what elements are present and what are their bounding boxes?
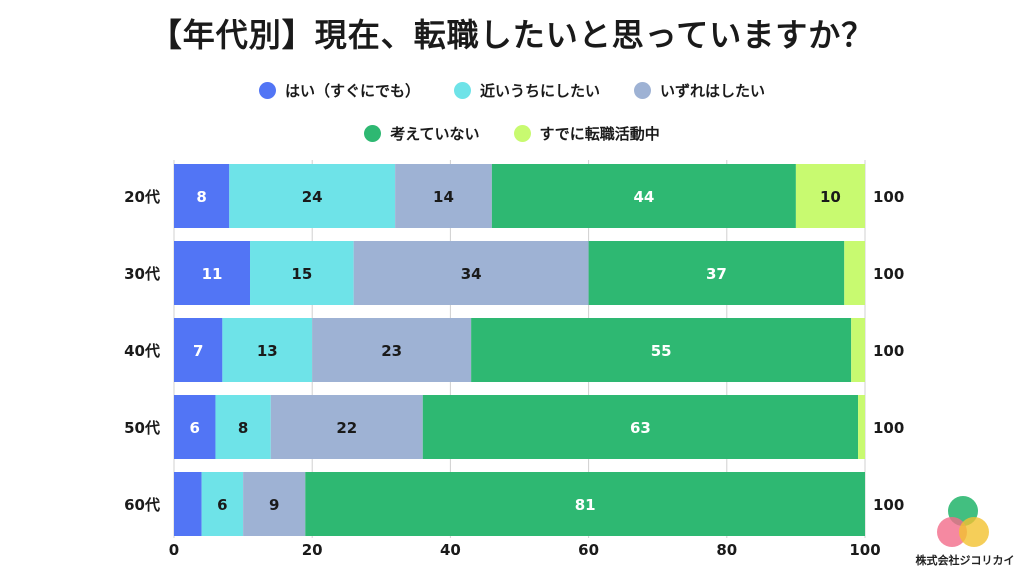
x-tick-label: 80 [716,541,737,559]
legend-swatch [453,82,471,99]
legend-label: すでに転職活動中 [539,125,660,143]
data-label: 9 [269,496,279,514]
legend-item: はい（すぐにでも） [258,80,420,101]
bar-segment [305,472,865,536]
x-tick-label: 60 [578,541,599,559]
legend-row: はい（すぐにでも） 近いうちにしたい いずれはしたい [0,80,1024,101]
legend-label: いずれはしたい [660,82,766,100]
bar-segment [174,318,223,382]
bar-segment [588,241,845,305]
data-label: 13 [257,342,278,360]
data-label: 6 [217,496,227,514]
bar-segment [491,164,796,228]
legend-swatch [258,82,276,99]
category-label: 50代 [124,419,160,437]
bar-segment [174,395,216,459]
bar-segment [353,241,589,305]
bar-segment [851,318,865,382]
data-label: 6 [190,419,200,437]
bar-segment [201,472,244,536]
bar-segment [471,318,852,382]
company-name: 株式会社ジコリカイ [915,554,1015,567]
data-label: 10 [820,188,841,206]
bar-segment [270,395,423,459]
data-label: 15 [291,265,312,283]
total-label: 100 [873,342,904,360]
data-label: 63 [630,419,651,437]
legend-label: 考えていない [390,125,480,143]
legend-label: 近いうちにしたい [479,82,600,100]
data-label: 37 [706,265,727,283]
legend-label: はい（すぐにでも） [284,82,420,100]
x-tick-label: 100 [849,541,880,559]
data-label: 44 [633,188,654,206]
data-label: 81 [575,496,596,514]
bar-segment [215,395,271,459]
legend-row: 考えていない すでに転職活動中 [0,123,1024,144]
chart-title: 【年代別】現在、転職したいと思っていますか？ [149,16,875,54]
legend-item: 近いうちにしたい [453,80,600,101]
data-label: 14 [433,188,454,206]
data-label: 7 [193,342,203,360]
bar-segment [795,164,865,228]
total-label: 100 [873,265,904,283]
bar-segment [174,164,230,228]
data-label: 22 [336,419,357,437]
bar-segment [174,241,251,305]
total-label: 100 [873,419,904,437]
bar-segment [395,164,492,228]
bar-segment [243,472,306,536]
bar-segment [312,318,472,382]
bar-segment [844,241,865,305]
legend-item: すでに転職活動中 [513,123,660,144]
total-label: 100 [873,496,904,514]
data-label: 23 [381,342,402,360]
bar-segment [174,472,202,536]
bar-segment [229,164,396,228]
total-label: 100 [873,188,904,206]
data-label: 34 [461,265,482,283]
category-label: 40代 [124,342,160,360]
data-label: 8 [238,419,248,437]
company-logo-icon [937,496,989,547]
category-label: 20代 [124,188,160,206]
legend-item: いずれはしたい [634,80,765,101]
data-label: 24 [302,188,323,206]
legend-item: 考えていない [364,123,480,144]
bar-segment [222,318,313,382]
data-label: 55 [651,342,672,360]
legend-swatch [364,125,382,142]
x-tick-label: 20 [302,541,323,559]
bar-segment [858,395,865,459]
legend-swatch [513,125,531,142]
bar-segment [250,241,354,305]
category-label: 30代 [124,265,160,283]
data-label: 11 [202,265,223,283]
bar-segment [422,395,859,459]
legend-swatch [634,82,651,99]
x-tick-label: 40 [440,541,461,559]
category-label: 60代 [124,496,160,514]
x-tick-label: 0 [169,541,179,559]
data-label: 8 [196,188,206,206]
